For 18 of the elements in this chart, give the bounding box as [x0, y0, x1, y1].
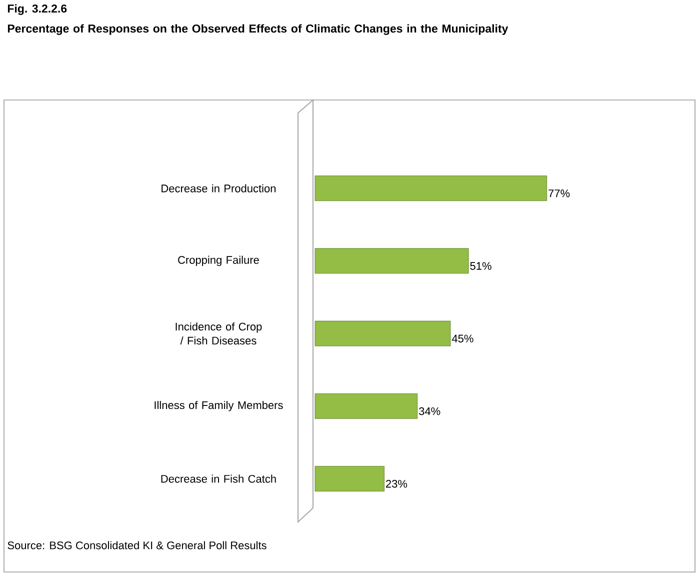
data-label: 45% — [452, 334, 474, 342]
bar — [314, 393, 418, 419]
data-label: 77% — [548, 190, 570, 198]
bar — [314, 176, 548, 202]
text: Fig. 3.2.2.6 — [8, 4, 67, 15]
data-label: 23% — [386, 480, 408, 488]
chart-subtitle: Percentage of Responses on the Observed Effects of Climatic Changes in the Municipality — [8, 24, 508, 35]
y-tick-label: Incidence of Crop / Fish Diseases — [176, 322, 262, 345]
bar — [314, 320, 451, 346]
y-tick-label: Decrease in Fish Catch — [161, 474, 276, 483]
source-note: Source: BSG Consolidated KI & General Poll Results — [8, 541, 266, 550]
data-label: 51% — [470, 262, 492, 270]
bar — [314, 466, 384, 492]
y-tick-label: Decrease in Production — [162, 184, 276, 192]
y-tick-label: Cropping Failure — [178, 256, 259, 266]
y-tick-label: Illness of Family Members — [154, 400, 283, 412]
data-label: 34% — [418, 407, 440, 416]
bar — [314, 248, 469, 274]
